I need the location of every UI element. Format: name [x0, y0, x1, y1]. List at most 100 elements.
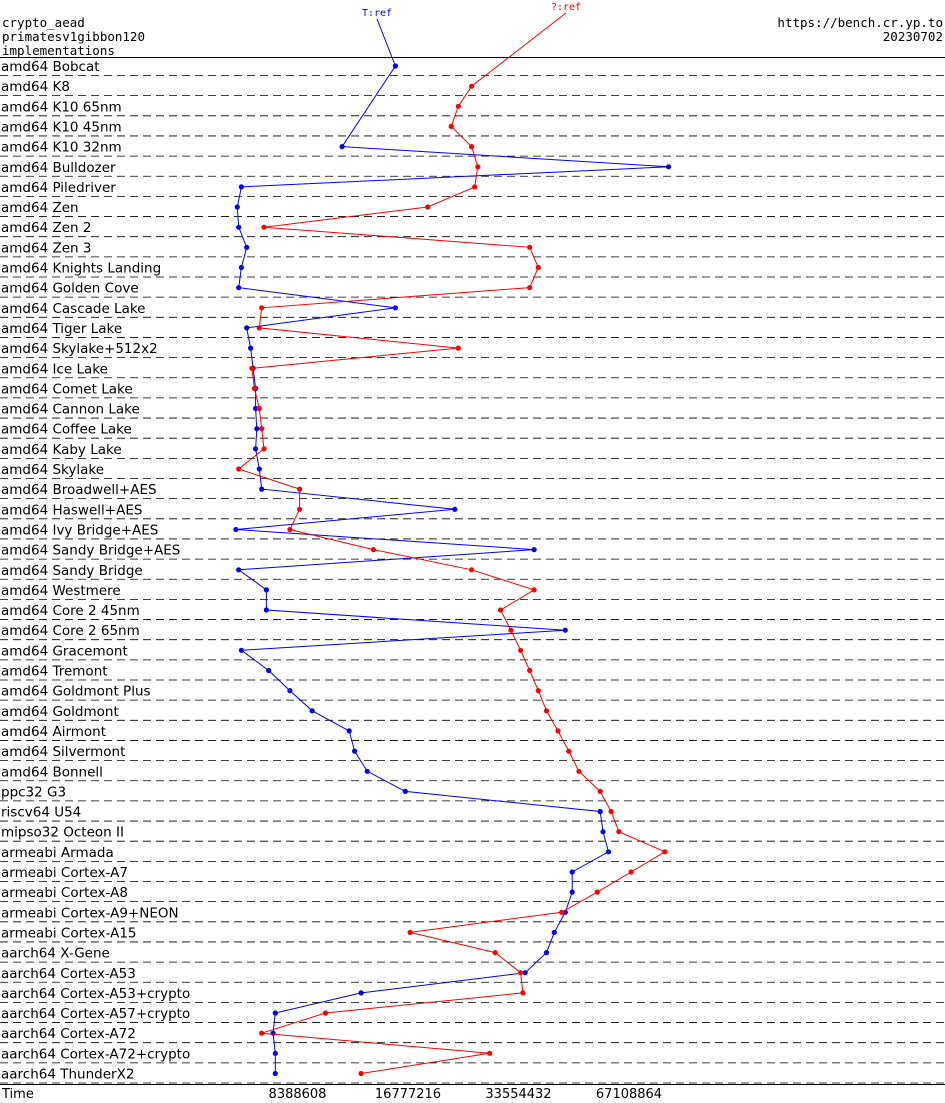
data-point	[487, 1050, 493, 1056]
data-point	[238, 647, 244, 653]
category-label: amd64 Silvermont	[1, 744, 125, 760]
data-point	[234, 204, 240, 210]
data-point	[287, 688, 293, 694]
data-point	[259, 426, 265, 432]
category-label: amd64 Sandy Bridge	[1, 563, 143, 579]
header-line-2: primatesv1gibbon120	[2, 29, 145, 44]
data-point	[616, 829, 622, 835]
data-point	[472, 184, 478, 190]
data-point	[266, 667, 272, 674]
series-layer: T:ref ?:ref	[233, 2, 672, 1077]
category-label: amd64 Zen	[1, 200, 79, 216]
series-labels: T:ref ?:ref	[362, 2, 581, 87]
data-point	[543, 708, 550, 714]
category-label: amd64 Haswell+AES	[1, 502, 142, 518]
data-point	[297, 486, 303, 492]
data-point	[322, 1010, 329, 1016]
data-point	[597, 808, 603, 815]
data-point	[527, 285, 533, 291]
series-name-label: T:ref	[362, 8, 392, 19]
data-point	[531, 587, 537, 593]
data-point	[455, 345, 461, 351]
data-point	[448, 123, 454, 129]
category-label: aarch64 Cortex-A72+crypto	[1, 1046, 190, 1062]
category-label: amd64 Zen 2	[1, 220, 91, 236]
data-point	[263, 587, 269, 593]
data-point	[402, 788, 408, 795]
data-point	[233, 526, 239, 533]
data-point	[562, 627, 568, 633]
data-point	[270, 1030, 276, 1036]
data-point	[272, 1050, 278, 1056]
data-point	[452, 506, 458, 512]
data-point	[662, 849, 668, 855]
data-point	[253, 446, 259, 452]
data-point	[522, 970, 528, 976]
data-point	[236, 567, 242, 573]
data-point	[261, 224, 267, 230]
data-point	[597, 788, 603, 795]
chart-header: crypto_aead primatesv1gibbon120 implemen…	[0, 15, 945, 58]
category-label: amd64 Kaby Lake	[1, 442, 122, 458]
data-point	[370, 547, 376, 553]
series-name-label: ?:ref	[551, 2, 581, 13]
series-line	[235, 65, 669, 1074]
data-point	[254, 426, 260, 432]
category-label: amd64 Bonnell	[1, 764, 103, 780]
data-point	[475, 164, 481, 170]
category-label: amd64 Gracemont	[1, 643, 128, 659]
category-label: amd64 Piledriver	[1, 180, 116, 196]
data-point	[256, 405, 262, 412]
category-label: ppc32 G3	[1, 784, 66, 800]
category-label: amd64 Bobcat	[1, 59, 100, 75]
category-label: amd64 Ivy Bridge+AES	[1, 522, 158, 538]
category-label: amd64 Westmere	[1, 583, 121, 599]
category-label: armeabi Cortex-A8	[1, 885, 128, 901]
data-point	[259, 305, 265, 311]
category-label: armeabi Cortex-A7	[1, 865, 128, 881]
series-line	[237, 85, 666, 1074]
data-point	[392, 305, 398, 311]
data-point	[535, 264, 541, 271]
data-point	[555, 728, 561, 734]
data-point	[628, 869, 634, 875]
category-label: amd64 Ice Lake	[1, 361, 108, 377]
data-point	[407, 929, 413, 936]
category-label: amd64 Goldmont	[1, 704, 119, 720]
category-label: amd64 Bulldozer	[1, 160, 116, 176]
category-label: amd64 Knights Landing	[1, 261, 161, 277]
data-point	[600, 829, 606, 835]
x-axis: Time 8388608 16777216 33554432 67108864	[0, 1084, 945, 1102]
data-point	[251, 385, 257, 391]
data-point	[259, 1030, 265, 1036]
category-label: amd64 Golden Cove	[1, 281, 139, 297]
category-label: amd64 Tiger Lake	[1, 321, 122, 337]
category-label: amd64 K10 65nm	[1, 99, 122, 115]
data-point	[238, 264, 244, 271]
category-label: amd64 Zen 3	[1, 240, 91, 256]
data-point	[346, 728, 352, 734]
series-blue	[233, 63, 672, 1077]
category-label: amd64 Skylake+512x2	[1, 341, 158, 357]
data-point	[352, 748, 358, 754]
header-line-3: implementations	[2, 43, 115, 58]
data-point	[263, 607, 269, 613]
data-point	[665, 164, 672, 170]
data-point	[508, 627, 514, 633]
category-label: aarch64 ThunderX2	[1, 1067, 134, 1083]
data-point	[608, 808, 614, 815]
header-right-2: 20230702	[883, 29, 943, 44]
data-point	[272, 1010, 278, 1016]
category-label: armeabi Armada	[1, 845, 114, 861]
category-label: aarch64 Cortex-A53	[1, 966, 136, 982]
category-label: amd64 Skylake	[1, 462, 104, 478]
data-point	[248, 345, 254, 351]
x-axis-label: Time	[1, 1087, 34, 1102]
data-point	[605, 849, 612, 855]
data-point	[244, 325, 250, 331]
category-label: armeabi Cortex-A9+NEON	[1, 905, 179, 921]
data-point	[576, 768, 582, 774]
series-label-leader	[471, 12, 567, 87]
data-point	[469, 144, 475, 150]
data-point	[531, 547, 537, 553]
